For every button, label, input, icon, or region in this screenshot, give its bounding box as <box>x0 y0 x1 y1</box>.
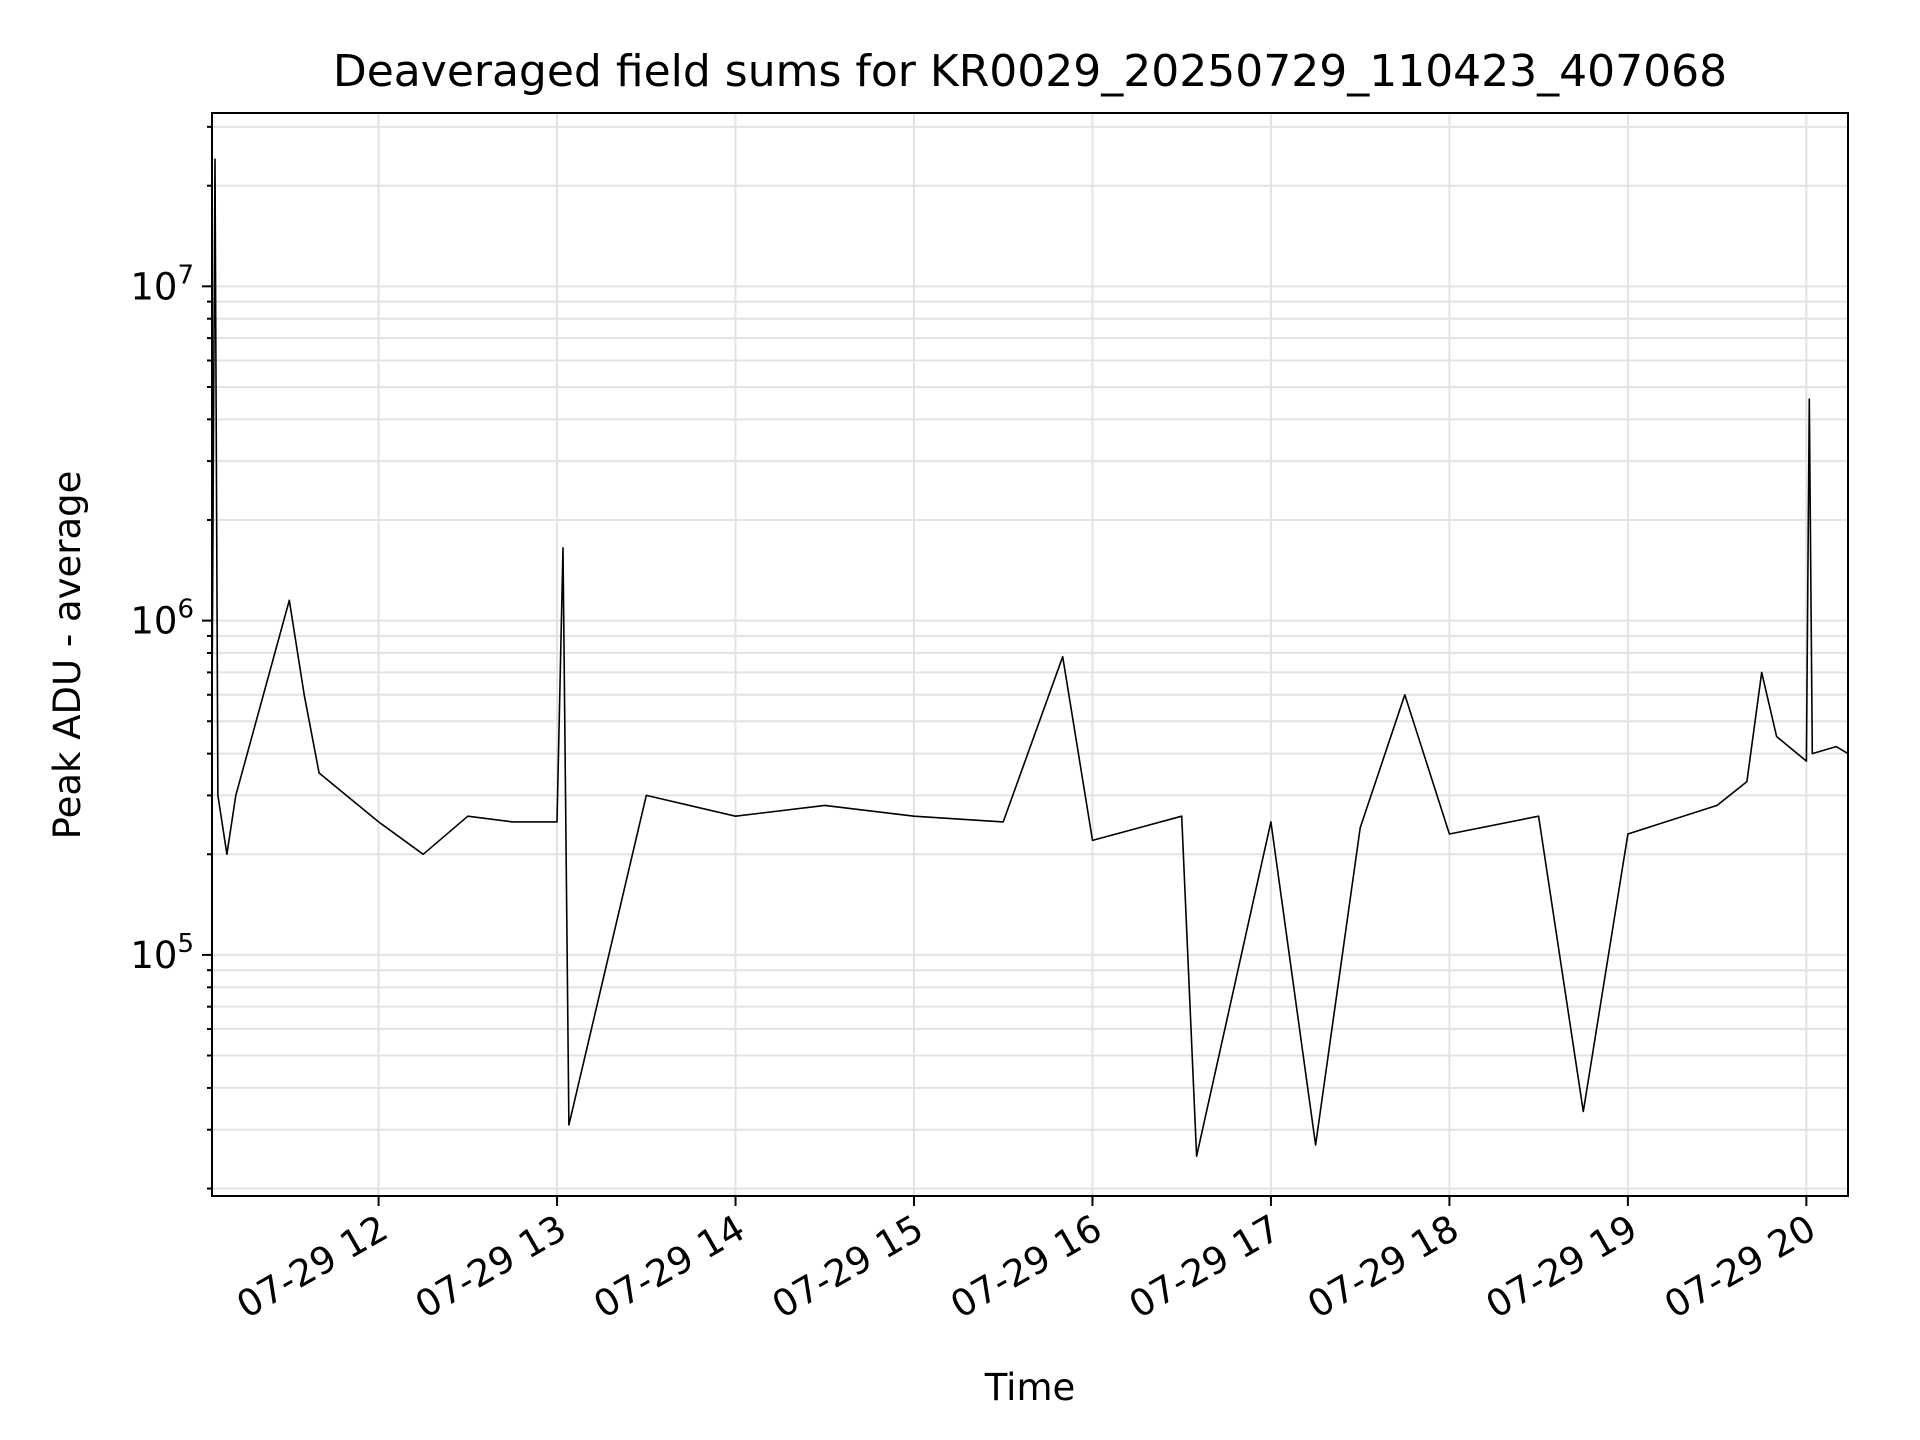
y-axis-label: Peak ADU - average <box>46 471 89 840</box>
y-tick-base: 10 <box>130 265 177 308</box>
plot-frame <box>211 112 1849 1197</box>
y-tick-label: 107 <box>130 260 194 308</box>
y-tick-base: 10 <box>130 934 177 977</box>
y-tick-exponent: 6 <box>177 595 194 625</box>
y-tick-exponent: 5 <box>177 929 194 959</box>
y-tick-exponent: 7 <box>177 260 194 290</box>
y-tick-label: 106 <box>130 595 194 643</box>
x-axis-label: Time <box>984 1366 1076 1409</box>
y-tick-base: 10 <box>130 600 177 643</box>
series-line <box>211 158 1849 1157</box>
y-tick-label: 105 <box>130 929 194 977</box>
chart-title: Deaveraged field sums for KR0029_2025072… <box>333 46 1727 97</box>
grid <box>212 113 1848 1196</box>
data-line-layer <box>211 158 1849 1157</box>
